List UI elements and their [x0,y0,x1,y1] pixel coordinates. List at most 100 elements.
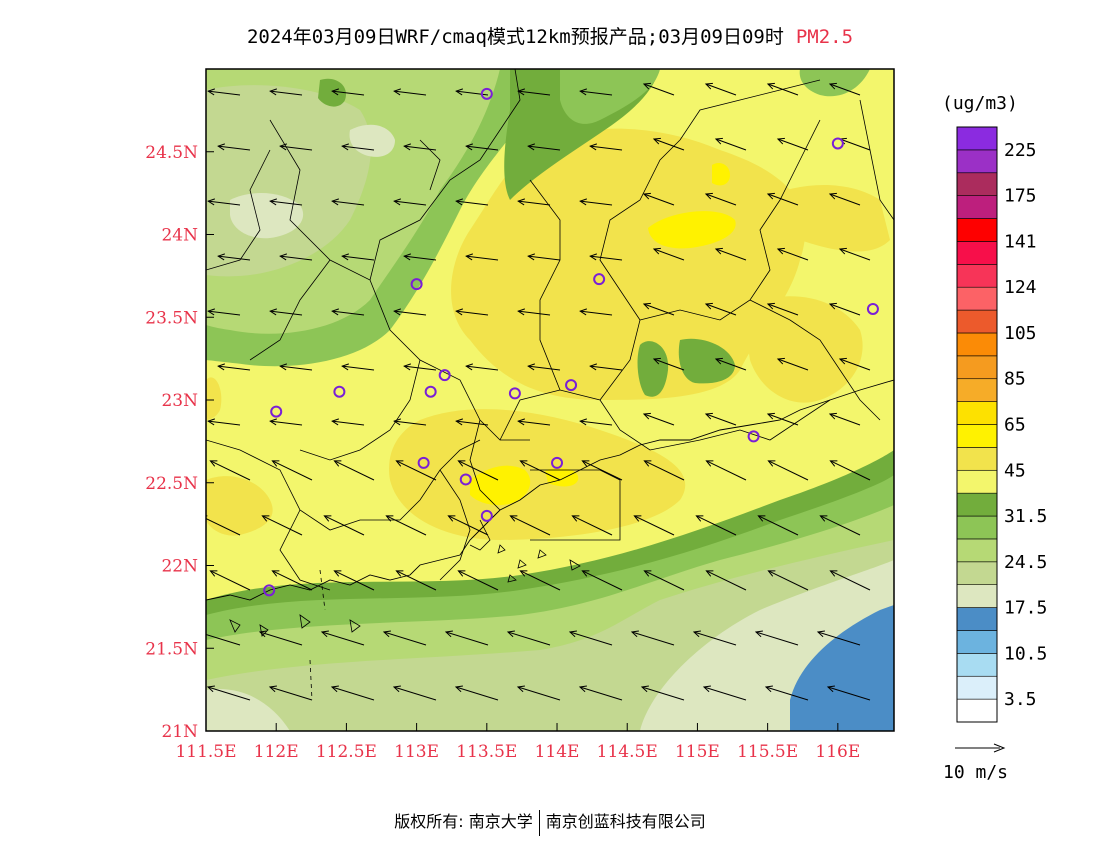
wind-arrow [208,200,241,206]
wind-arrow [755,631,799,646]
legend-swatch [956,126,998,151]
wind-arrow [582,460,623,481]
wind-arrow [280,365,313,371]
wind-arrowhead [403,143,412,151]
wind-arrowhead [829,570,838,577]
wind-arrowhead [517,418,526,426]
title-main: 2024年03月09日WRF/cmaq模式12km预报产品;03月09日09时 [246,26,784,48]
lon-tick-label: 116E [815,742,860,762]
wind-arrowhead [341,363,350,371]
wind-arrowhead [838,357,847,365]
wind-arrowhead [579,418,588,426]
lon-tick-label: 112.5E [316,742,377,762]
legend-label: 85 [1004,369,1026,390]
wind-arrowhead [704,82,713,90]
wind-arrow [572,515,613,536]
wind-arrow [590,145,623,151]
wind-arrow [767,413,799,426]
wind-arrowhead [642,412,651,420]
wind-arrowhead [581,570,590,577]
wind-arrowhead [207,418,216,426]
lat-tick-label: 24N [161,226,198,246]
wind-arrow [528,365,561,371]
wind-arrow [705,303,737,316]
wind-arrowhead [207,198,216,206]
wind-arrow [342,145,375,151]
station-marker [480,87,493,100]
station-marker [263,584,276,597]
wind-arrow [517,686,561,701]
lat-tick-label: 23N [161,391,198,411]
wind-arrowhead [457,460,466,467]
legend-label: 3.5 [1004,689,1037,710]
station-marker [508,387,521,400]
wind-arrow [445,631,489,646]
wind-arrowhead [630,630,639,638]
wind-arrow [839,358,871,371]
footer-left: 版权所有: 南京大学 [394,812,533,831]
legend-label: 17.5 [1004,598,1047,619]
wind-arrow [767,193,799,206]
wind-arrow [777,248,809,261]
wind-arrowhead [826,685,835,693]
wind-arrowhead [767,460,776,467]
footer-right: 南京创蓝科技有限公司 [545,812,706,831]
wind-arrow [270,420,303,426]
wind-arrowhead [331,88,340,96]
wind-arrowhead [519,460,528,467]
wind-arrow [643,413,675,426]
wind-arrow [332,90,365,96]
wind-arrowhead [382,630,391,638]
pm25-field [206,69,894,731]
wind-arrow [280,255,313,261]
wind-arrow [210,460,251,481]
station-marker [438,369,451,382]
wind-arrowhead [403,363,412,371]
wind-arrowhead [457,570,466,577]
wind-arrowhead [767,570,776,577]
wind-arrow [394,310,427,316]
station-marker [333,385,346,398]
wind-arrow [580,90,613,96]
wind-arrowhead [333,460,342,467]
wind-arrowhead [640,685,649,693]
wind-arrow [777,358,809,371]
wind-arrowhead [519,570,528,577]
wind-arrow [393,686,437,701]
legend-unit: (ug/m3) [942,93,1018,114]
wind-arrowhead [589,363,598,371]
wind-arrow [641,686,685,701]
wind-arrowhead [506,630,515,638]
lon-tick-label: 114E [535,742,580,762]
wind-arrow [830,460,871,481]
wind-arrowhead [828,82,837,90]
wind-arrowhead [341,253,350,261]
wind-arrow [579,686,623,701]
chart-title: 2024年03月09日WRF/cmaq模式12km预报产品;03月09日09时 P… [0,22,1100,49]
wind-arrow [280,145,313,151]
wind-arrow [705,83,737,96]
wind-arrowhead [279,253,288,261]
station-marker [424,385,437,398]
wind-arrow [758,515,799,536]
wind-arrow [634,515,675,536]
wind-arrow [715,138,747,151]
lat-tick-label: 21.5N [145,639,198,659]
wind-arrowhead [816,630,825,638]
wind-arrowhead [393,198,402,206]
wind-arrow [767,303,799,316]
wind-arrow [466,145,499,151]
wind-arrowhead [393,418,402,426]
wind-arrowhead [652,137,661,145]
wind-arrow [270,90,303,96]
wind-arrow [458,460,499,481]
wind-arrowhead [571,515,580,522]
legend-swatch [956,698,998,723]
wind-arrow [394,420,427,426]
wind-arrow [383,631,427,646]
legend-swatch [956,195,998,219]
wind-arrowhead [198,631,205,637]
lon-tick-label: 113.5E [456,742,517,762]
wind-arrowhead [517,88,526,96]
